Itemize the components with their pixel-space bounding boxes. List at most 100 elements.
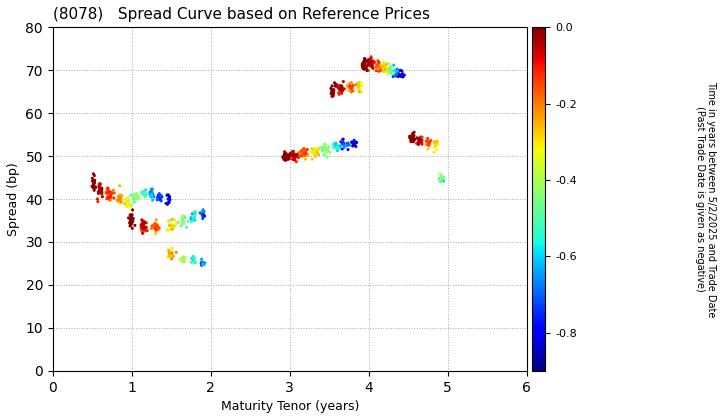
Point [166,224,178,231]
Point [382,66,394,73]
Point [361,67,373,74]
Point [384,67,396,74]
Point [139,189,150,195]
Point [342,84,354,91]
Point [189,255,201,261]
Point [359,60,371,67]
Point [347,139,359,146]
Point [365,55,377,62]
Point [359,66,370,73]
Point [176,214,188,220]
Point [130,192,142,199]
Point [382,68,394,74]
Point [115,199,127,206]
Point [105,190,117,197]
Point [164,253,176,260]
Point [177,257,189,263]
Point [166,226,178,233]
Point [329,83,341,89]
Point [145,190,157,197]
Point [337,140,348,147]
Point [290,153,302,160]
Point [312,147,324,153]
Point [149,225,161,231]
Point [296,147,307,154]
Point [126,218,138,225]
Point [358,58,369,65]
Point [140,220,152,226]
Point [136,220,148,226]
Point [294,152,305,159]
Point [351,139,362,146]
Point [317,147,328,154]
Point [364,56,376,63]
Point [176,255,187,262]
Point [423,141,434,148]
Point [124,219,135,226]
Point [190,259,202,265]
Point [123,199,135,206]
Point [197,210,209,217]
Point [127,225,138,232]
Point [281,154,292,160]
Point [177,219,189,226]
Point [332,147,343,154]
Point [120,200,131,207]
Point [102,185,114,192]
Point [374,63,385,70]
Point [407,136,418,142]
Point [435,171,446,178]
Point [139,191,150,198]
Point [423,142,435,149]
Point [126,220,138,227]
Point [178,254,189,260]
Point [127,191,139,198]
Point [96,185,107,192]
Point [87,178,99,184]
Point [430,139,441,145]
Point [288,148,300,155]
Point [423,139,435,145]
Point [198,210,210,217]
Point [382,65,393,72]
Point [150,220,162,227]
Point [92,198,104,205]
Point [121,199,132,205]
Point [152,221,163,228]
Point [127,211,138,218]
Point [163,217,175,224]
Point [177,258,189,265]
Point [197,206,209,213]
Point [395,73,407,80]
X-axis label: Maturity Tenor (years): Maturity Tenor (years) [220,400,359,413]
Point [107,190,118,197]
Point [190,208,202,215]
Point [166,245,178,252]
Point [96,189,107,196]
Point [120,197,131,203]
Point [152,194,163,201]
Point [132,195,144,202]
Point [328,89,339,96]
Point [347,143,359,150]
Point [197,215,209,222]
Point [197,210,208,216]
Point [114,200,126,206]
Point [408,138,419,145]
Point [414,138,426,144]
Point [389,72,400,79]
Point [137,189,148,195]
Point [308,150,320,156]
Point [413,139,425,146]
Point [114,192,125,199]
Point [286,152,297,158]
Point [359,55,370,62]
Point [432,141,444,147]
Point [139,193,150,199]
Point [115,192,127,199]
Point [423,138,434,144]
Point [89,178,100,185]
Point [320,145,332,152]
Point [121,202,132,208]
Point [155,192,166,199]
